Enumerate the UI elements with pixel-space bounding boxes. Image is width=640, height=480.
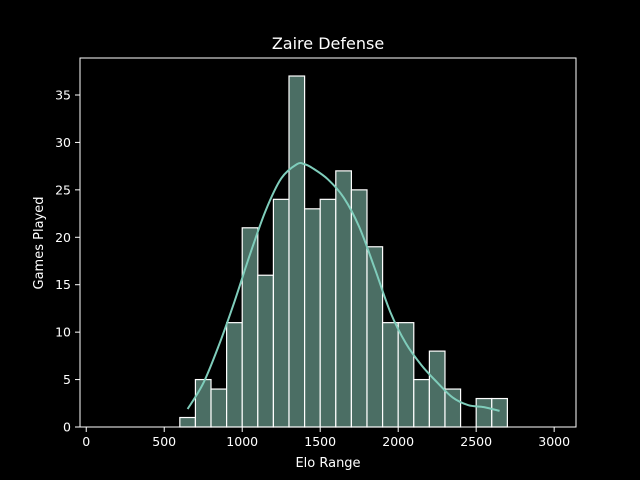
histogram-bar <box>475 397 493 428</box>
histogram-bar <box>444 388 462 428</box>
x-axis-label: Elo Range <box>295 456 360 471</box>
y-tick-label: 10 <box>55 325 71 340</box>
histogram-bar <box>397 322 415 428</box>
y-tick-label: 0 <box>63 420 71 435</box>
histogram-bar <box>319 198 337 428</box>
histogram-bar <box>272 198 290 428</box>
x-tick-label: 3000 <box>538 434 570 449</box>
kde-line <box>186 162 500 412</box>
y-tick-label: 30 <box>55 135 71 150</box>
plot-frame <box>79 57 577 428</box>
histogram-bar <box>288 75 306 428</box>
x-tick-label: 2000 <box>382 434 414 449</box>
histogram-bar <box>226 322 243 428</box>
histogram-bar <box>381 322 399 428</box>
x-tick-label: 1500 <box>304 434 336 449</box>
y-tick-label: 20 <box>55 230 71 245</box>
histogram-bar <box>179 416 197 428</box>
y-tick-label: 15 <box>55 277 71 292</box>
chart-title: Zaire Defense <box>272 34 384 53</box>
y-axis-label: Games Played <box>32 197 47 290</box>
histogram-bar <box>366 246 384 428</box>
histogram-bar <box>210 388 228 428</box>
histogram-bar <box>304 208 321 428</box>
x-tick-label: 1000 <box>226 434 258 449</box>
histogram-bar <box>257 274 275 428</box>
bars-layer <box>101 75 508 428</box>
y-tick-label: 35 <box>55 87 71 102</box>
y-tick-label: 25 <box>55 182 71 197</box>
axes-layer <box>79 57 577 428</box>
histogram-bar <box>335 170 352 428</box>
histogram-bar <box>413 378 430 428</box>
ticks-layer: 0 500 1000 1500 2000 2500 3000 0 5 10 15 20 25 30 35 <box>55 87 570 449</box>
x-tick-label: 2500 <box>460 434 492 449</box>
x-tick-label: 0 <box>82 434 90 449</box>
y-tick-label: 5 <box>63 372 71 387</box>
histogram-bar <box>241 227 259 428</box>
histogram-bar <box>194 378 212 428</box>
histogram-bar <box>491 397 508 428</box>
kde-layer <box>186 162 500 412</box>
x-tick-label: 500 <box>152 434 176 449</box>
